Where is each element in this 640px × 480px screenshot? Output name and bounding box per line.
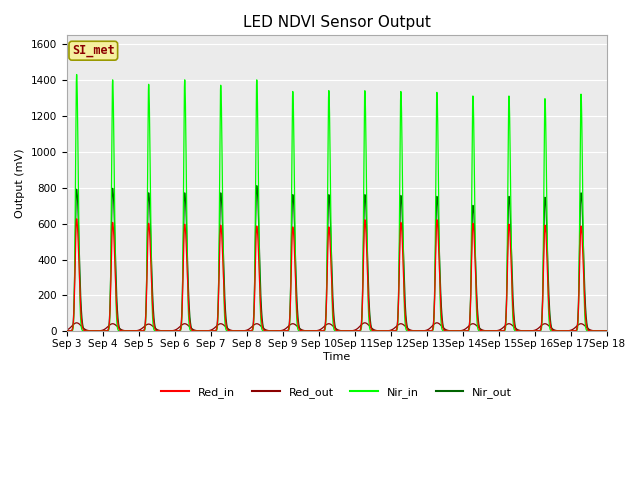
Text: SI_met: SI_met (72, 44, 115, 57)
Legend: Red_in, Red_out, Nir_in, Nir_out: Red_in, Red_out, Nir_in, Nir_out (157, 383, 516, 403)
X-axis label: Time: Time (323, 352, 350, 361)
Y-axis label: Output (mV): Output (mV) (15, 148, 25, 218)
Title: LED NDVI Sensor Output: LED NDVI Sensor Output (243, 15, 431, 30)
